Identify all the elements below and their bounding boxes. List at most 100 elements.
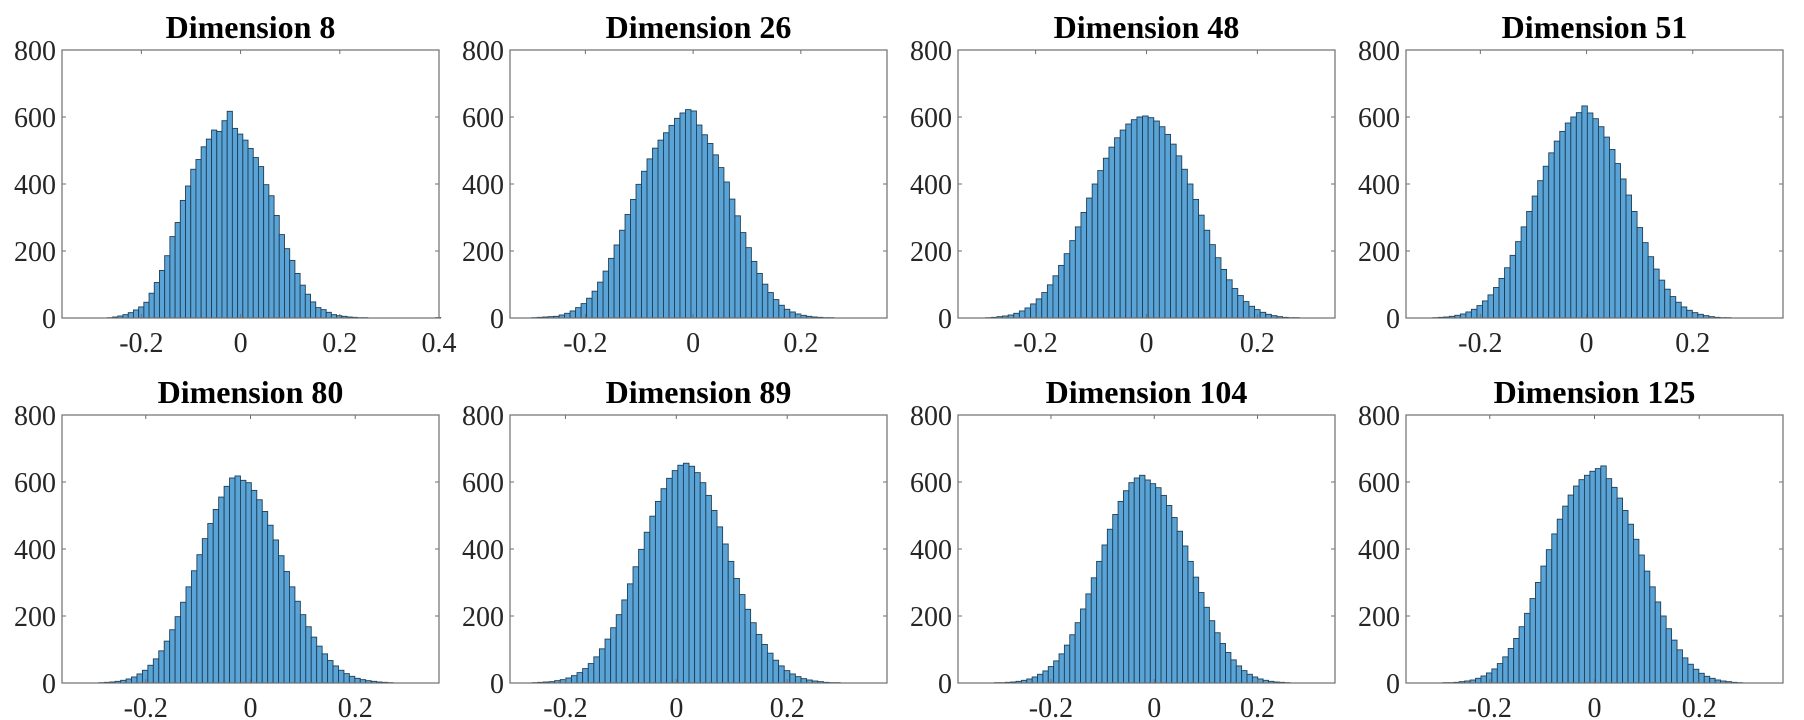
histogram-bar [1502,656,1509,684]
histogram-bar [1257,678,1264,684]
histogram-bar [1080,212,1088,319]
histogram-bar [690,110,697,319]
histogram-bar [1567,494,1575,684]
histogram-bar [257,166,265,319]
histogram-bar [761,644,768,684]
histogram-bar [195,159,202,319]
histogram-bar [1147,117,1155,319]
histogram-bar [1160,494,1167,684]
histogram-bar [1108,146,1116,319]
histogram-panel: Dimension 48 0 200 400 600 800 -0.2 0 0.2 [910,9,1336,359]
histogram-bar [196,554,203,684]
histogram-bar [174,222,181,319]
histogram-bar [716,526,724,684]
histogram-bar [1485,672,1493,684]
y-tick-label: 200 [462,602,504,633]
histogram-bar [1158,126,1166,319]
panel-title: Dimension 51 [1502,9,1688,45]
histogram-bar [321,653,329,684]
histogram-bar [289,586,296,684]
histogram-bar [604,638,612,684]
histogram-bar [739,232,747,319]
histogram-bar [221,120,228,319]
histogram-bar [1509,254,1517,319]
y-tick-label: 0 [490,304,504,335]
histogram-bar [1123,490,1130,684]
histogram-bar [733,578,740,684]
histogram-bar [1513,638,1520,684]
histogram-bar [1090,577,1098,684]
y-tick-label: 400 [1358,535,1400,566]
histogram-bar [1518,626,1525,684]
histogram-bar [327,660,334,684]
histogram-bar [1053,660,1060,684]
y-tick-label: 200 [14,602,56,633]
histogram-bar [234,475,241,684]
histogram-bar [638,548,645,684]
y-tick-label: 400 [910,535,952,566]
histogram-bar [1035,298,1043,319]
y-tick-label: 600 [910,468,952,499]
histogram-bar [772,299,780,319]
y-tick-label: 600 [462,468,504,499]
histogram-bar [750,622,757,684]
histogram-bar [250,489,258,684]
panel-title: Dimension 89 [606,374,792,410]
histogram-bar [332,665,339,684]
y-tick-label: 400 [910,170,952,201]
y-tick-label: 0 [1386,669,1400,700]
histogram-bar [1575,112,1583,319]
histogram-bar [125,678,132,684]
histogram-bar [1526,211,1533,319]
histogram-bar [582,668,589,684]
histogram-bar [1665,628,1673,684]
histogram-bar [593,656,600,684]
x-tick-label: 0 [234,328,248,359]
histogram-bar [1235,665,1243,684]
histogram-bar [1175,155,1183,319]
histogram-bar [185,586,192,684]
histogram-bar [1709,677,1716,684]
y-tick-label: 0 [42,304,56,335]
y-tick-label: 600 [1358,468,1400,499]
histogram-bar [1687,663,1694,684]
histogram-bar [127,312,134,319]
histogram-bar [755,633,763,684]
x-tick-label: 0.2 [338,693,373,720]
histogram-bar [679,112,686,319]
histogram-bar [1165,505,1173,684]
histogram-bar [180,601,187,684]
y-tick-label: 400 [14,170,56,201]
histogram-bar [338,669,345,684]
histogram-bar [231,127,239,319]
histogram-bar [1181,168,1188,319]
histogram-bar [1614,163,1621,319]
histogram-bar [1130,119,1138,319]
histogram-panel: Dimension 125 0 200 400 600 800 -0.2 0 0.2 [1358,374,1784,720]
x-tick-label: 0.2 [322,328,357,359]
histogram-bar [1638,554,1645,684]
panel-title: Dimension 104 [1046,374,1248,410]
histogram-bar [723,181,730,319]
histogram-bar [305,626,312,684]
histogram-bar [1102,157,1110,319]
histogram-bar [136,673,143,684]
histogram-bar [1586,112,1594,319]
histogram-bar [1230,659,1237,684]
histogram-bar [1603,136,1610,319]
panel-title: Dimension 125 [1494,374,1696,410]
y-tick-label: 0 [938,669,952,700]
histogram-bar [1548,152,1555,319]
panel-title: Dimension 80 [158,374,344,410]
histogram-bar [1198,214,1205,319]
histogram-bar [1037,673,1044,684]
y-tick-label: 200 [14,237,56,268]
histogram-bar [1046,284,1054,319]
histogram-bar [597,281,604,319]
histogram-bar [1620,178,1627,319]
histogram-bar [131,676,138,684]
histogram-bar [1125,123,1132,319]
histogram-bar [304,293,311,319]
histogram-bar [1042,670,1049,684]
histogram-bar [278,234,285,319]
